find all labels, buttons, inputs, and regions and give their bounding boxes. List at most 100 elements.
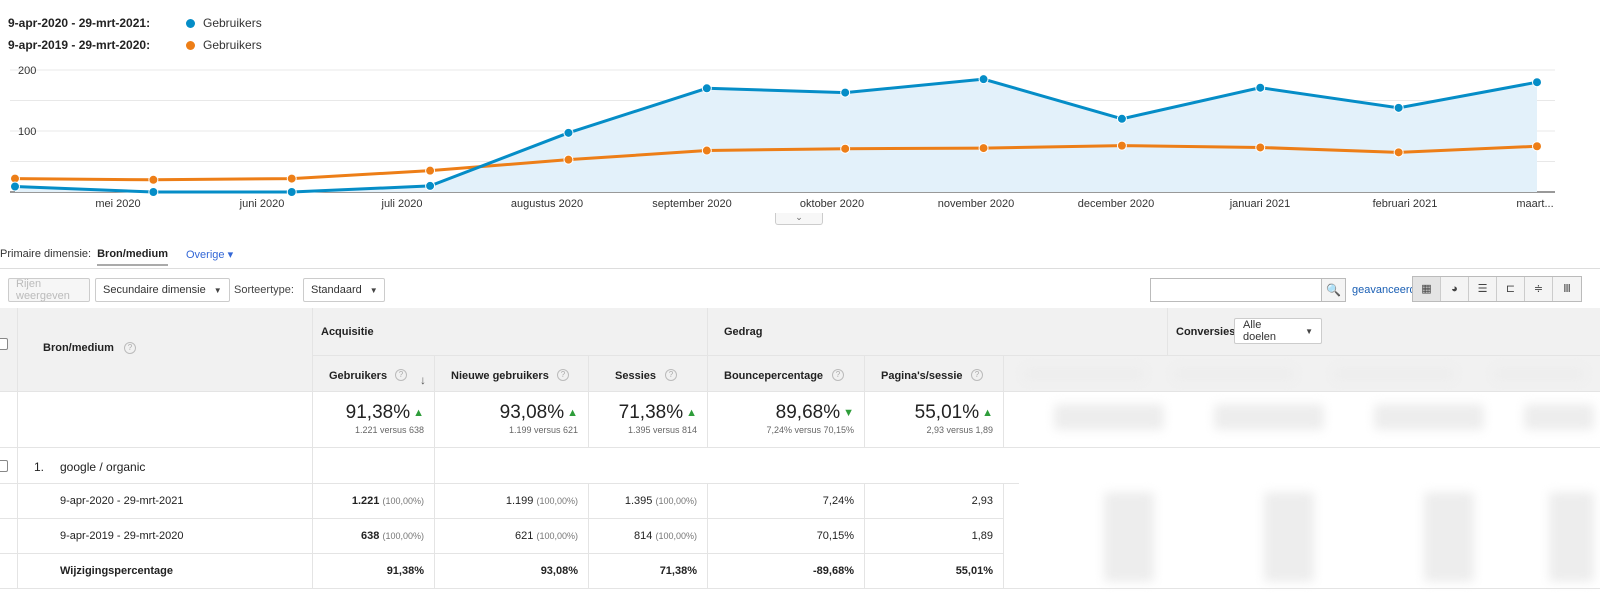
chart-collapse-handle[interactable]: ⌄ [775, 213, 823, 225]
total-percentage: 89,68% ▼ [776, 402, 854, 424]
value-cell: 1.199 (100,00%) [506, 495, 578, 507]
help-icon[interactable]: ? [971, 369, 983, 381]
value: 71,38% [659, 565, 697, 577]
column-header-pages-per-session[interactable]: Pagina's/sessie ? [865, 356, 1004, 392]
pivot-view-icon[interactable]: Ⅲ [1553, 277, 1581, 301]
table-search-input[interactable] [1150, 278, 1322, 302]
series-line [14, 144, 1538, 182]
total-percentage-value: 91,38% [345, 402, 411, 423]
secondary-dimension-select[interactable]: Secundaire dimensie ▼ [95, 278, 230, 302]
behavior-group-header: Gedrag [708, 308, 1168, 356]
total-percentage: 91,38% ▲ [346, 402, 424, 424]
column-header-sessions[interactable]: Sessies ? [589, 356, 708, 392]
value: 7,24% [822, 495, 854, 507]
column-header-label: Pagina's/sessie [881, 370, 963, 382]
term-cloud-view-icon[interactable]: ≑ [1525, 277, 1553, 301]
share: (100,00%) [382, 496, 424, 506]
row-dimension-link[interactable]: google / organic [60, 460, 146, 474]
x-tick-label: november 2020 [938, 198, 1014, 210]
data-point [701, 145, 712, 156]
arrow-up-icon: ▲ [413, 406, 424, 419]
total-comparison: 2,93 versus 1,89 [926, 425, 993, 435]
column-header-label: Bouncepercentage [724, 370, 824, 382]
value: 70,15% [816, 530, 854, 542]
data-point [10, 181, 20, 192]
sort-descending-icon[interactable]: ↓ [420, 373, 426, 387]
sort-type-select[interactable]: Standaard ▼ [303, 278, 385, 302]
show-rows-button[interactable]: Rijen weergeven [8, 278, 90, 302]
arrow-down-icon: ▼ [843, 406, 854, 419]
data-point [563, 127, 574, 138]
column-header-label: Sessies [615, 370, 656, 382]
value: 1.221 [351, 495, 380, 507]
performance-view-icon[interactable]: ☰ [1469, 277, 1497, 301]
total-new-users: 93,08% ▲ 1.199 versus 621 [435, 392, 589, 448]
goal-select[interactable]: Alle doelen ▼ [1234, 318, 1322, 344]
share: (100,00%) [536, 531, 578, 541]
help-icon[interactable]: ? [832, 369, 844, 381]
primary-dimension-other[interactable]: Overige ▾ [186, 249, 234, 261]
select-all-checkbox[interactable] [0, 338, 8, 350]
secondary-dimension-label: Secundaire dimensie [103, 284, 206, 296]
column-header-bounce-rate[interactable]: Bouncepercentage ? [708, 356, 865, 392]
table-row-label: 1. google / organic [18, 448, 313, 484]
data-point [978, 143, 989, 154]
column-header-label: Nieuwe gebruikers [451, 370, 549, 382]
legend-range: 9-apr-2020 - 29-mrt-2021: [8, 16, 151, 30]
data-point [425, 180, 436, 191]
value: -89,68% [813, 565, 854, 577]
help-icon[interactable]: ? [665, 369, 677, 381]
pie-view-icon[interactable]: ◕ [1441, 277, 1469, 301]
column-header-users[interactable]: Gebruikers ? ↓ [313, 356, 435, 392]
redacted-block [1214, 404, 1324, 430]
redacted-conversion-totals [1004, 392, 1600, 448]
legend-row-current: 9-apr-2020 - 29-mrt-2021: Gebruikers [8, 12, 262, 34]
subrow-new-users: 1.199 (100,00%) [435, 484, 589, 519]
conversions-group-header: Conversies Alle doelen ▼ [1168, 308, 1600, 356]
x-tick-label: oktober 2020 [800, 198, 864, 210]
subrow-users: 91,38% [313, 554, 435, 589]
totals-label-cell [18, 392, 313, 448]
data-point [840, 143, 851, 154]
dimension-header-label: Bron/medium [43, 342, 114, 354]
value-cell: 814 (100,00%) [634, 530, 697, 542]
value-cell: 1.395 (100,00%) [625, 495, 697, 507]
value: 2,93 [971, 495, 993, 507]
total-sessions: 71,38% ▲ 1.395 versus 814 [589, 392, 708, 448]
legend-dot-icon [186, 18, 195, 28]
data-point [1393, 102, 1404, 113]
row-index: 1. [34, 460, 45, 474]
data-point [1532, 141, 1542, 152]
line-chart[interactable]: 200 100 mei 2020 juni 2020 juli 2020 augustus… [0, 60, 1600, 230]
dimension-header[interactable]: Bron/medium ? [18, 308, 313, 392]
redacted-block [1054, 404, 1164, 430]
row-label-fill [435, 448, 1019, 484]
subrow-users: 638 (100,00%) [313, 519, 435, 554]
table-view-icon[interactable]: ▦ [1413, 277, 1441, 301]
help-icon[interactable]: ? [124, 342, 136, 354]
goal-select-value: Alle doelen [1243, 319, 1277, 343]
x-tick-label: maart... [1516, 198, 1553, 210]
x-tick-label: mei 2020 [95, 198, 140, 210]
redacted-block [1174, 368, 1294, 380]
share: (100,00%) [655, 531, 697, 541]
comparison-view-icon[interactable]: ⊏ [1497, 277, 1525, 301]
sort-label: Sorteertype: [234, 284, 294, 296]
data-point [840, 87, 851, 98]
chevron-down-icon: ▼ [369, 285, 378, 295]
subrow-users: 1.221 (100,00%) [313, 484, 435, 519]
series-area [15, 79, 1537, 192]
total-comparison: 1.221 versus 638 [354, 425, 424, 435]
data-point [1255, 82, 1266, 93]
advanced-filter-link[interactable]: geavanceerd [1352, 284, 1416, 296]
row-checkbox[interactable] [0, 460, 8, 472]
search-icon[interactable]: 🔍 [1322, 278, 1346, 302]
column-header-label: Gebruikers [329, 370, 388, 382]
arrow-up-icon: ▲ [982, 406, 993, 419]
help-icon[interactable]: ? [557, 369, 569, 381]
subrow-pages: 2,93 [865, 484, 1004, 519]
column-header-new-users[interactable]: Nieuwe gebruikers ? [435, 356, 589, 392]
primary-dimension-active[interactable]: Bron/medium [97, 248, 168, 266]
help-icon[interactable]: ? [395, 369, 407, 381]
legend-metric: Gebruikers [203, 38, 262, 52]
